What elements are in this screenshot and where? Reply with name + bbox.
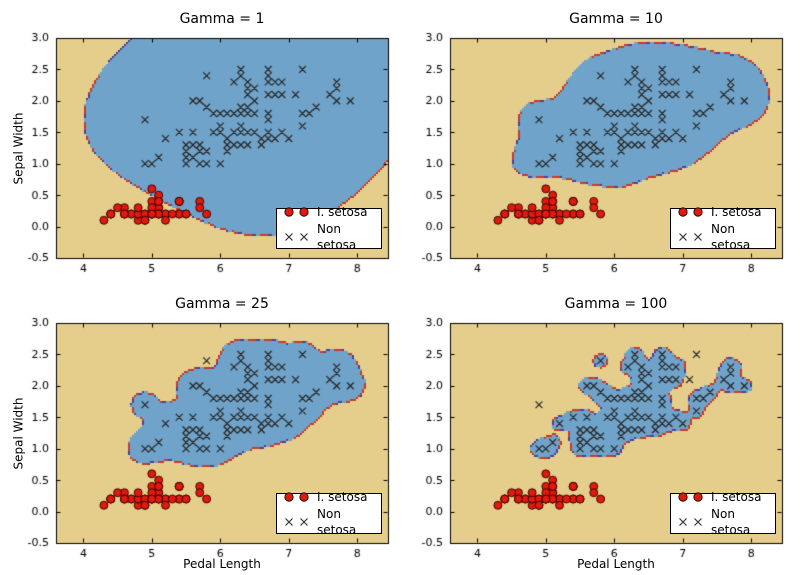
y-axis-label: Sepal Width [11,397,26,470]
y-axis-label: Sepal Width [11,112,26,185]
legend-entry-setosa: I. setosa [676,489,775,505]
legend: I. setosa Non setosa [276,490,382,537]
legend-setosa-label: I. setosa [711,205,762,219]
legend: I. setosa Non setosa [670,490,776,537]
subplot-title-gamma-25: Gamma = 25 [175,296,269,312]
legend-nonsetosa-label: Non setosa [317,222,357,252]
legend-entry-setosa: I. setosa [282,204,381,220]
legend-nonsetosa-marker-icon [285,518,308,526]
legend-entry-nonsetosa: Non setosa [282,506,381,538]
legend-entry-nonsetosa: Non setosa [282,221,381,253]
legend-nonsetosa-label: Non setosa [317,507,357,537]
legend-nonsetosa-marker-icon [679,518,702,526]
legend-entry-nonsetosa: Non setosa [676,221,775,253]
legend-nonsetosa-label: Non setosa [711,222,751,252]
legend-setosa-label: I. setosa [317,490,368,504]
subplot-title-gamma-100: Gamma = 100 [564,296,668,312]
subplot-title-gamma-1: Gamma = 1 [179,11,265,27]
legend-entry-setosa: I. setosa [282,489,381,505]
legend-setosa-marker-icon [678,492,703,502]
legend-entry-nonsetosa: Non setosa [676,506,775,538]
subplot-title-gamma-10: Gamma = 10 [569,11,663,27]
legend-nonsetosa-label: Non setosa [711,507,751,537]
legend-setosa-marker-icon [284,207,309,217]
legend: I. setosa Non setosa [276,205,382,252]
legend-setosa-marker-icon [284,492,309,502]
legend: I. setosa Non setosa [670,205,776,252]
x-axis-label: Pedal Length [183,557,261,571]
legend-entry-setosa: I. setosa [676,204,775,220]
legend-setosa-marker-icon [678,207,703,217]
legend-nonsetosa-marker-icon [285,233,308,241]
legend-setosa-label: I. setosa [317,205,368,219]
legend-setosa-label: I. setosa [711,490,762,504]
x-axis-label: Pedal Length [577,557,655,571]
legend-nonsetosa-marker-icon [679,233,702,241]
